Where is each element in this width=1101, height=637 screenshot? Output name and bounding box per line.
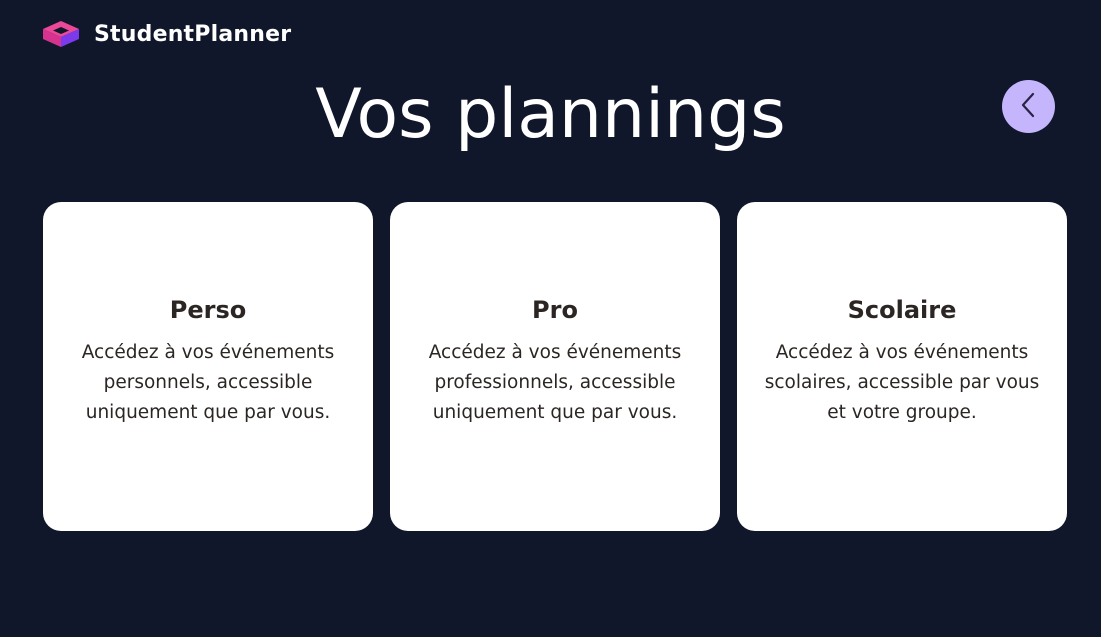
- card-perso[interactable]: Perso Accédez à vos événements personnel…: [43, 202, 373, 531]
- card-title: Pro: [532, 295, 578, 324]
- back-button[interactable]: [1002, 80, 1055, 133]
- card-pro[interactable]: Pro Accédez à vos événements professionn…: [390, 202, 720, 531]
- card-description: Accédez à vos événements personnels, acc…: [81, 341, 335, 423]
- card-title: Perso: [169, 295, 247, 324]
- app-name: StudentPlanner: [94, 21, 292, 47]
- card-scolaire[interactable]: Scolaire Accédez à vos événements scolai…: [737, 202, 1067, 531]
- page-title: Vos plannings: [315, 75, 786, 154]
- planning-cards: Perso Accédez à vos événements personnel…: [43, 202, 1067, 531]
- card-description: Accédez à vos événements professionnels,…: [428, 341, 682, 423]
- card-description: Accédez à vos événements scolaires, acce…: [764, 341, 1040, 423]
- chevron-left-icon: [1019, 92, 1039, 121]
- cube-logo-icon: [42, 20, 80, 48]
- card-title: Scolaire: [847, 295, 957, 324]
- app-logo[interactable]: StudentPlanner: [42, 20, 291, 48]
